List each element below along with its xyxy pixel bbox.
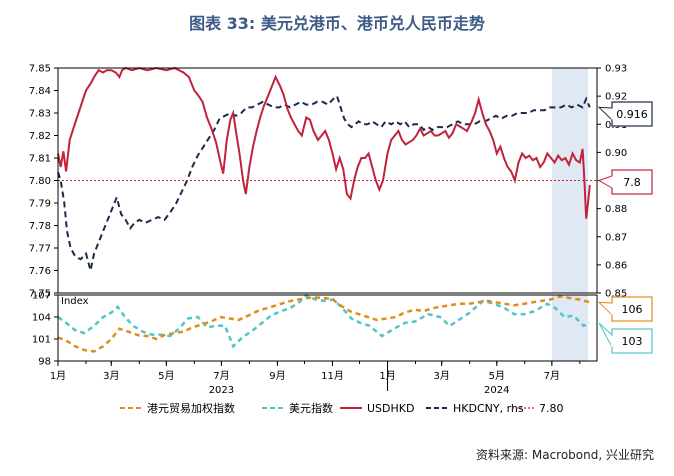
legend-label: 7.80 <box>539 402 564 415</box>
x-tick-label: 7月 <box>544 370 560 382</box>
callout-dollar-index-joint <box>611 336 613 347</box>
bottom-y-tick-label: 107 <box>32 291 51 302</box>
right-tick-label: 0.90 <box>605 148 627 159</box>
chart-legend: 港元贸易加权指数 美元指数 USDHKD HKDCNY, rhs 7.80 <box>120 401 564 415</box>
bottom-y-tick-label: 104 <box>32 313 51 324</box>
callout-usdhkd-joint <box>611 177 613 188</box>
series-hkdcny-line <box>58 96 590 270</box>
callout-trade-index-joint <box>611 304 613 315</box>
x-tick-label: 5月 <box>489 370 505 382</box>
callout-trade-index-label: 106 <box>622 303 643 316</box>
right-tick-label: 0.87 <box>605 232 627 243</box>
left-tick-label: 7.84 <box>29 86 51 97</box>
series-usdhkd-line <box>58 68 590 219</box>
callout-trade-index-pointer <box>599 302 612 315</box>
x-tick-label: 11月 <box>321 370 344 382</box>
x-tick-label: 1月 <box>50 370 66 382</box>
top-axis-ticks: 7.757.767.777.787.797.807.817.827.837.84… <box>29 64 628 300</box>
bottom-y-tick-label: 98 <box>38 357 51 368</box>
left-tick-label: 7.85 <box>29 64 51 75</box>
index-axis-title: Index <box>61 296 89 307</box>
x-year-label: 2023 <box>209 385 234 396</box>
callout-hkdcny-pointer <box>599 107 612 120</box>
x-tick-label: 3月 <box>103 370 119 382</box>
highlight-band-bottom <box>552 295 588 361</box>
bottom-series-group <box>58 295 590 352</box>
left-tick-label: 7.80 <box>29 176 51 187</box>
value-callouts: 0.916 7.8 106 103 <box>599 102 652 353</box>
left-tick-label: 7.81 <box>29 154 51 165</box>
callout-dollar-index-label: 103 <box>622 335 643 348</box>
top-series-group <box>58 68 590 271</box>
bottom-y-tick-label: 101 <box>32 335 51 346</box>
left-tick-label: 7.77 <box>29 244 51 255</box>
bottom-panel-background <box>552 295 588 361</box>
legend-label: USDHKD <box>367 402 414 415</box>
source-note: 资料来源: Macrobond, 兴业研究 <box>476 446 654 463</box>
callout-usdhkd-label: 7.8 <box>623 176 641 189</box>
callout-dollar-index-pointer <box>599 323 612 347</box>
x-year-label: 2024 <box>484 385 509 396</box>
x-tick-label: 9月 <box>269 370 285 382</box>
left-tick-label: 7.79 <box>29 199 51 210</box>
x-tick-label: 3月 <box>434 370 450 382</box>
left-tick-label: 7.82 <box>29 131 51 142</box>
left-tick-label: 7.83 <box>29 109 51 120</box>
right-tick-label: 0.92 <box>605 92 627 103</box>
left-tick-label: 7.78 <box>29 221 51 232</box>
legend-label: 港元贸易加权指数 <box>147 401 235 415</box>
series-dollar-index-line <box>58 295 590 346</box>
series-trade-index-line <box>58 297 590 352</box>
legend-label: 美元指数 <box>289 401 333 415</box>
callout-hkdcny-joint <box>611 109 613 120</box>
x-tick-label: 5月 <box>158 370 174 382</box>
right-tick-label: 0.88 <box>605 204 627 215</box>
x-tick-label: 7月 <box>213 370 229 382</box>
right-tick-label: 0.86 <box>605 260 627 271</box>
left-tick-label: 7.76 <box>29 266 51 277</box>
callout-hkdcny-label: 0.916 <box>616 108 648 121</box>
right-tick-label: 0.93 <box>605 64 627 75</box>
